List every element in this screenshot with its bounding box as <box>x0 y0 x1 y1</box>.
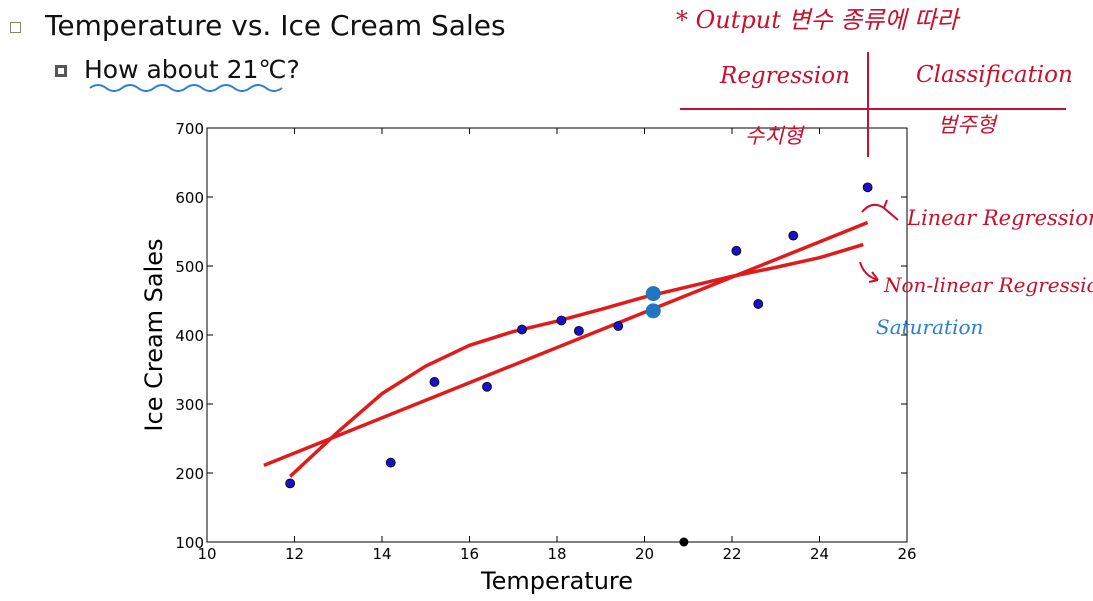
x-tick-label: 16 <box>460 545 479 563</box>
data-point <box>613 321 624 331</box>
slide-question: How about 21℃? <box>84 55 300 84</box>
x-tick-label: 24 <box>810 545 829 563</box>
x-axis-ticks: 10 12 14 16 18 20 22 24 26 <box>197 128 917 563</box>
note-classification: Classification <box>916 62 1073 88</box>
data-point <box>429 377 440 387</box>
linear-fit-line <box>263 220 869 468</box>
y-tick-label: 400 <box>175 327 204 345</box>
x-tick-label: 18 <box>547 545 566 563</box>
y-tick-label: 600 <box>175 189 204 207</box>
note-regression-type: 수치형 <box>745 124 806 148</box>
note-nonlinear: Non-linear Regression <box>883 273 1093 297</box>
data-point <box>788 230 799 241</box>
prediction-point <box>645 286 661 302</box>
y-tick-label: 200 <box>175 465 204 483</box>
x-axis-label: Temperature <box>480 567 633 595</box>
prediction-point <box>645 303 661 319</box>
note-regression: Regression <box>719 63 850 89</box>
x-tick-label: 20 <box>635 545 654 563</box>
slide-title: Temperature vs. Ice Cream Sales <box>45 9 506 42</box>
handwritten-notes: * Output 변수 종류에 따라 Regression Classifica… <box>676 6 1093 339</box>
fit-lines <box>263 220 869 478</box>
y-tick-label: 100 <box>175 534 204 552</box>
data-point <box>731 245 742 256</box>
plot-area <box>206 127 908 543</box>
y-tick-label: 500 <box>175 258 204 276</box>
y-tick-label: 700 <box>175 120 204 138</box>
x-tick-label: 14 <box>372 545 391 563</box>
note-linear: Linear Regression <box>906 206 1093 230</box>
query-point <box>679 537 689 547</box>
data-point <box>862 182 873 193</box>
x-tick-label: 26 <box>897 545 916 563</box>
data-points <box>285 182 873 547</box>
data-point <box>385 457 396 468</box>
y-tick-label: 300 <box>175 396 204 414</box>
note-classification-type: 범주형 <box>938 113 999 137</box>
data-point <box>753 299 764 309</box>
x-tick-label: 10 <box>197 545 216 563</box>
data-point <box>573 325 584 336</box>
sub-bullet-icon <box>55 65 67 77</box>
arrow-nonlinear <box>859 261 879 283</box>
question-underline <box>89 84 283 92</box>
x-tick-label: 12 <box>285 545 304 563</box>
nonlinear-fit-curve <box>288 242 864 478</box>
chart: 10 12 14 16 18 20 22 24 26 100 200 300 400 500 600 700… <box>140 120 917 595</box>
note-saturation: Saturation <box>876 315 983 339</box>
slide-bullet-icon <box>10 22 21 33</box>
note-heading: * Output 변수 종류에 따라 <box>676 6 961 34</box>
arrow-linear <box>861 199 899 221</box>
data-point <box>482 381 492 392</box>
y-axis-ticks: 100 200 300 400 500 600 700 <box>175 120 907 552</box>
y-axis-label: Ice Cream Sales <box>140 238 168 431</box>
data-point <box>556 315 567 326</box>
data-point <box>517 324 527 335</box>
x-tick-label: 22 <box>722 545 741 563</box>
data-point <box>285 478 296 489</box>
